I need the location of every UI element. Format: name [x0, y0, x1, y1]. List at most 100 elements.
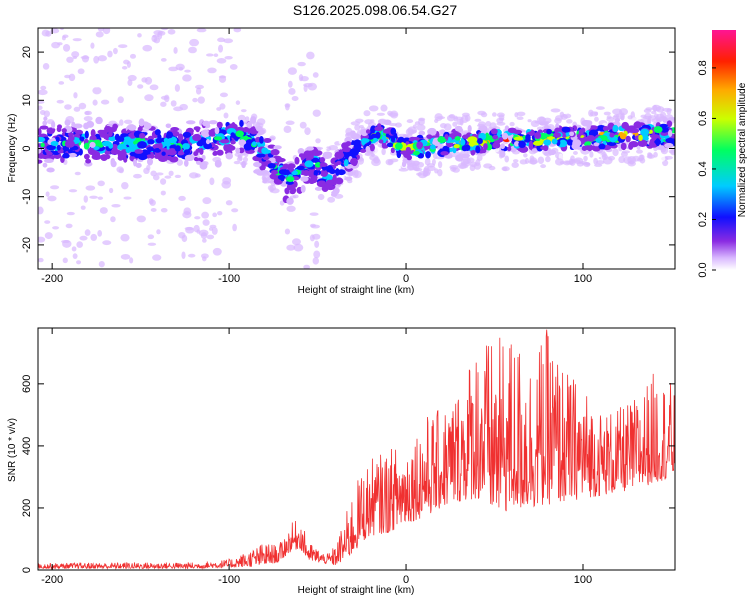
snr-xtick-label: 100: [574, 574, 592, 586]
spectral-noise-blob: [79, 235, 88, 241]
spectral-ridge-blob: [572, 139, 582, 147]
spectral-ridge-blob: [401, 161, 407, 168]
spectral-ridge-blob: [67, 132, 74, 137]
spectral-noise-blob: [121, 65, 128, 70]
spectral-ridge-blob: [330, 192, 338, 197]
spectral-noise-blob: [285, 120, 295, 125]
spectral-ridge-blob: [406, 147, 412, 155]
spectral-ridge-blob: [595, 137, 602, 143]
spectral-noise-blob: [144, 94, 154, 102]
spectral-ridge-blob: [46, 167, 55, 173]
spectral-noise-blob: [121, 181, 129, 190]
spectral-ridge-blob: [311, 157, 320, 163]
spectral-noise-blob: [183, 207, 192, 216]
spectral-noise-blob: [65, 223, 73, 229]
spectral-ridge-blob: [84, 130, 89, 139]
spectral-noise-blob: [223, 38, 234, 44]
spectral-noise-blob: [431, 158, 436, 166]
spectral-noise-blob: [407, 126, 418, 135]
spectral-noise-blob: [511, 161, 519, 168]
spectral-noise-blob: [519, 159, 528, 165]
spectral-noise-blob: [312, 72, 319, 78]
spectral-ridge-blob: [202, 120, 211, 127]
spectral-ridge-blob: [498, 136, 504, 143]
spectral-noise-blob: [51, 41, 61, 49]
spectrogram-xtick-label: 100: [574, 273, 592, 285]
spectral-ridge-blob: [298, 153, 305, 158]
spectral-ridge-blob: [483, 143, 488, 151]
spectral-noise-blob: [157, 32, 163, 40]
spectral-ridge-blob: [61, 128, 67, 133]
spectral-ridge-blob: [71, 121, 76, 128]
spectral-noise-blob: [652, 104, 658, 112]
spectral-ridge-blob: [38, 159, 43, 164]
spectral-noise-blob: [627, 115, 633, 120]
spectral-ridge-blob: [40, 142, 45, 148]
spectral-noise-blob: [187, 253, 196, 258]
spectral-noise-blob: [589, 111, 599, 117]
spectral-noise-blob: [312, 109, 321, 117]
spectral-ridge-blob: [390, 147, 395, 154]
spectral-ridge-blob: [110, 157, 116, 166]
spectral-noise-blob: [137, 33, 142, 38]
spectral-ridge-blob: [51, 120, 56, 129]
spectral-noise-blob: [477, 110, 486, 116]
colorbar-tick-label: 0.4: [697, 161, 709, 176]
spectral-ridge-blob: [200, 129, 211, 138]
spectral-ridge-blob: [273, 145, 282, 150]
spectral-noise-blob: [325, 146, 332, 152]
spectral-ridge-blob: [640, 128, 650, 136]
spectral-ridge-blob: [625, 135, 631, 143]
spectral-noise-blob: [466, 157, 475, 163]
spectral-noise-blob: [44, 220, 51, 224]
colorbar-label: Normalized spectral amplitude: [737, 82, 748, 217]
spectral-ridge-blob: [83, 142, 90, 150]
spectral-ridge-blob: [638, 134, 643, 141]
spectral-ridge-blob: [311, 175, 318, 180]
spectral-noise-blob: [670, 149, 675, 156]
spectral-ridge-blob: [286, 176, 295, 182]
spectral-ridge-blob: [406, 154, 413, 161]
spectral-noise-blob: [304, 127, 311, 136]
spectral-noise-blob: [120, 253, 131, 260]
figure-title: S126.2025.098.06.54.G27: [293, 2, 457, 18]
snr-panel: -200 -100 0 100 0 200 400 600 Height of straigh…: [7, 327, 676, 596]
spectral-noise-blob: [95, 31, 104, 38]
spectral-noise-blob: [533, 109, 540, 114]
spectral-ridge-blob: [475, 145, 481, 154]
spectral-noise-blob: [504, 155, 510, 163]
snr-ytick-label: 200: [21, 499, 33, 517]
spectral-ridge-blob: [112, 123, 118, 130]
spectral-noise-blob: [613, 114, 620, 118]
spectral-noise-blob: [643, 108, 652, 113]
spectral-noise-blob: [662, 107, 673, 112]
spectral-ridge-blob: [629, 128, 640, 133]
spectral-noise-blob: [99, 207, 108, 214]
spectral-noise-blob: [62, 257, 68, 264]
spectral-ridge-blob: [350, 157, 358, 166]
spectral-noise-blob: [188, 172, 199, 179]
spectral-ridge-blob: [137, 126, 143, 132]
spectral-ridge-blob: [161, 151, 166, 156]
spectral-ridge-blob: [313, 169, 319, 177]
spectral-noise-blob: [219, 92, 228, 98]
spectral-ridge-blob: [43, 116, 48, 121]
spectral-ridge-blob: [101, 140, 112, 147]
spectral-noise-blob: [539, 116, 545, 122]
spectral-ridge-blob: [64, 139, 75, 148]
spectrogram-xtick-label: 0: [403, 273, 409, 285]
spectral-noise-blob: [168, 170, 174, 177]
spectral-ridge-blob: [214, 126, 220, 135]
spectral-noise-blob: [73, 92, 78, 99]
spectral-ridge-blob: [183, 159, 189, 167]
spectral-ridge-blob: [38, 128, 42, 136]
spectral-ridge-blob: [170, 127, 180, 132]
spectral-noise-blob: [662, 159, 669, 167]
spectral-noise-blob: [313, 250, 321, 259]
colorbar-gradient: [712, 30, 736, 270]
spectral-ridge-blob: [628, 142, 634, 150]
spectral-noise-blob: [181, 128, 187, 132]
spectral-noise-blob: [174, 84, 181, 92]
spectral-ridge-blob: [381, 142, 387, 149]
spectral-noise-blob: [233, 160, 241, 165]
